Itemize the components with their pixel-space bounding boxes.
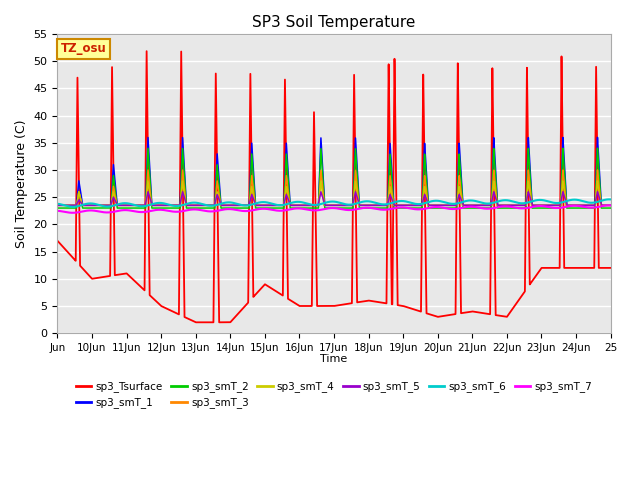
- sp3_Tsurface: [405, 305, 413, 311]
- sp3_smT_2: [607, 205, 614, 211]
- sp3_smT_6: [605, 196, 613, 202]
- sp3_smT_4: [54, 203, 61, 208]
- sp3_smT_7: [69, 210, 77, 216]
- sp3_smT_2: [594, 145, 602, 151]
- sp3_smT_2: [81, 205, 89, 211]
- sp3_smT_4: [607, 203, 614, 208]
- sp3_smT_6: [464, 198, 472, 204]
- sp3_smT_3: [607, 203, 614, 208]
- Title: SP3 Soil Temperature: SP3 Soil Temperature: [252, 15, 416, 30]
- Line: sp3_smT_7: sp3_smT_7: [58, 205, 611, 213]
- sp3_smT_5: [493, 200, 501, 205]
- sp3_smT_6: [254, 200, 262, 206]
- sp3_smT_5: [405, 203, 413, 208]
- sp3_smT_4: [81, 203, 89, 208]
- sp3_smT_3: [381, 203, 388, 208]
- sp3_smT_6: [69, 204, 77, 210]
- sp3_smT_3: [254, 203, 262, 208]
- sp3_smT_5: [81, 203, 89, 208]
- sp3_smT_6: [607, 196, 614, 202]
- Line: sp3_smT_1: sp3_smT_1: [58, 137, 611, 205]
- sp3_smT_6: [381, 202, 388, 207]
- Line: sp3_smT_4: sp3_smT_4: [58, 181, 611, 205]
- sp3_Tsurface: [464, 309, 472, 315]
- X-axis label: Time: Time: [321, 354, 348, 364]
- sp3_smT_5: [594, 189, 602, 194]
- Line: sp3_smT_5: sp3_smT_5: [58, 192, 611, 205]
- sp3_smT_4: [493, 203, 501, 208]
- sp3_Tsurface: [54, 238, 61, 243]
- sp3_smT_7: [54, 208, 61, 214]
- sp3_smT_3: [493, 201, 501, 207]
- Line: sp3_Tsurface: sp3_Tsurface: [58, 51, 611, 322]
- sp3_smT_4: [594, 178, 602, 184]
- Text: TZ_osu: TZ_osu: [61, 42, 107, 55]
- sp3_Tsurface: [81, 268, 89, 274]
- sp3_smT_6: [405, 199, 413, 205]
- Y-axis label: Soil Temperature (C): Soil Temperature (C): [15, 120, 28, 248]
- sp3_Tsurface: [381, 300, 388, 306]
- sp3_Tsurface: [607, 265, 614, 271]
- sp3_smT_3: [464, 203, 472, 208]
- sp3_smT_5: [54, 203, 61, 208]
- sp3_smT_7: [405, 205, 413, 211]
- sp3_smT_1: [254, 203, 262, 208]
- sp3_smT_7: [493, 204, 501, 210]
- sp3_smT_3: [54, 203, 61, 208]
- sp3_smT_7: [254, 206, 262, 212]
- Legend: sp3_Tsurface, sp3_smT_1, sp3_smT_2, sp3_smT_3, sp3_smT_4, sp3_smT_5, sp3_smT_6, : sp3_Tsurface, sp3_smT_1, sp3_smT_2, sp3_…: [72, 377, 596, 413]
- sp3_smT_7: [464, 204, 472, 210]
- sp3_smT_5: [381, 203, 388, 208]
- sp3_smT_2: [254, 205, 262, 211]
- sp3_smT_3: [594, 167, 602, 173]
- sp3_Tsurface: [254, 289, 262, 295]
- sp3_smT_7: [607, 203, 614, 208]
- sp3_smT_4: [254, 203, 262, 208]
- sp3_smT_2: [464, 205, 472, 211]
- sp3_Tsurface: [493, 312, 501, 318]
- sp3_smT_3: [81, 203, 89, 208]
- sp3_smT_1: [405, 203, 413, 208]
- sp3_smT_2: [405, 205, 413, 211]
- sp3_smT_1: [607, 203, 614, 208]
- sp3_smT_7: [81, 208, 89, 214]
- sp3_smT_4: [464, 203, 472, 208]
- sp3_smT_7: [381, 207, 388, 213]
- sp3_smT_5: [464, 203, 472, 208]
- sp3_smT_6: [493, 199, 501, 204]
- Line: sp3_smT_3: sp3_smT_3: [58, 170, 611, 205]
- sp3_smT_5: [607, 203, 614, 208]
- sp3_smT_4: [381, 203, 388, 208]
- sp3_smT_4: [405, 203, 413, 208]
- sp3_smT_6: [54, 201, 61, 207]
- sp3_smT_1: [464, 203, 472, 208]
- sp3_smT_2: [381, 205, 388, 211]
- sp3_smT_1: [493, 193, 501, 199]
- sp3_Tsurface: [143, 48, 150, 54]
- sp3_smT_3: [405, 203, 413, 208]
- Line: sp3_smT_6: sp3_smT_6: [58, 199, 611, 207]
- sp3_Tsurface: [192, 319, 200, 325]
- sp3_smT_2: [54, 205, 61, 211]
- sp3_smT_7: [605, 203, 613, 208]
- Line: sp3_smT_2: sp3_smT_2: [58, 148, 611, 208]
- sp3_smT_1: [594, 134, 602, 140]
- sp3_smT_6: [81, 201, 89, 207]
- sp3_smT_5: [254, 203, 262, 208]
- sp3_smT_2: [493, 197, 501, 203]
- sp3_smT_1: [381, 203, 388, 208]
- sp3_smT_1: [54, 203, 61, 208]
- sp3_smT_1: [81, 203, 89, 208]
